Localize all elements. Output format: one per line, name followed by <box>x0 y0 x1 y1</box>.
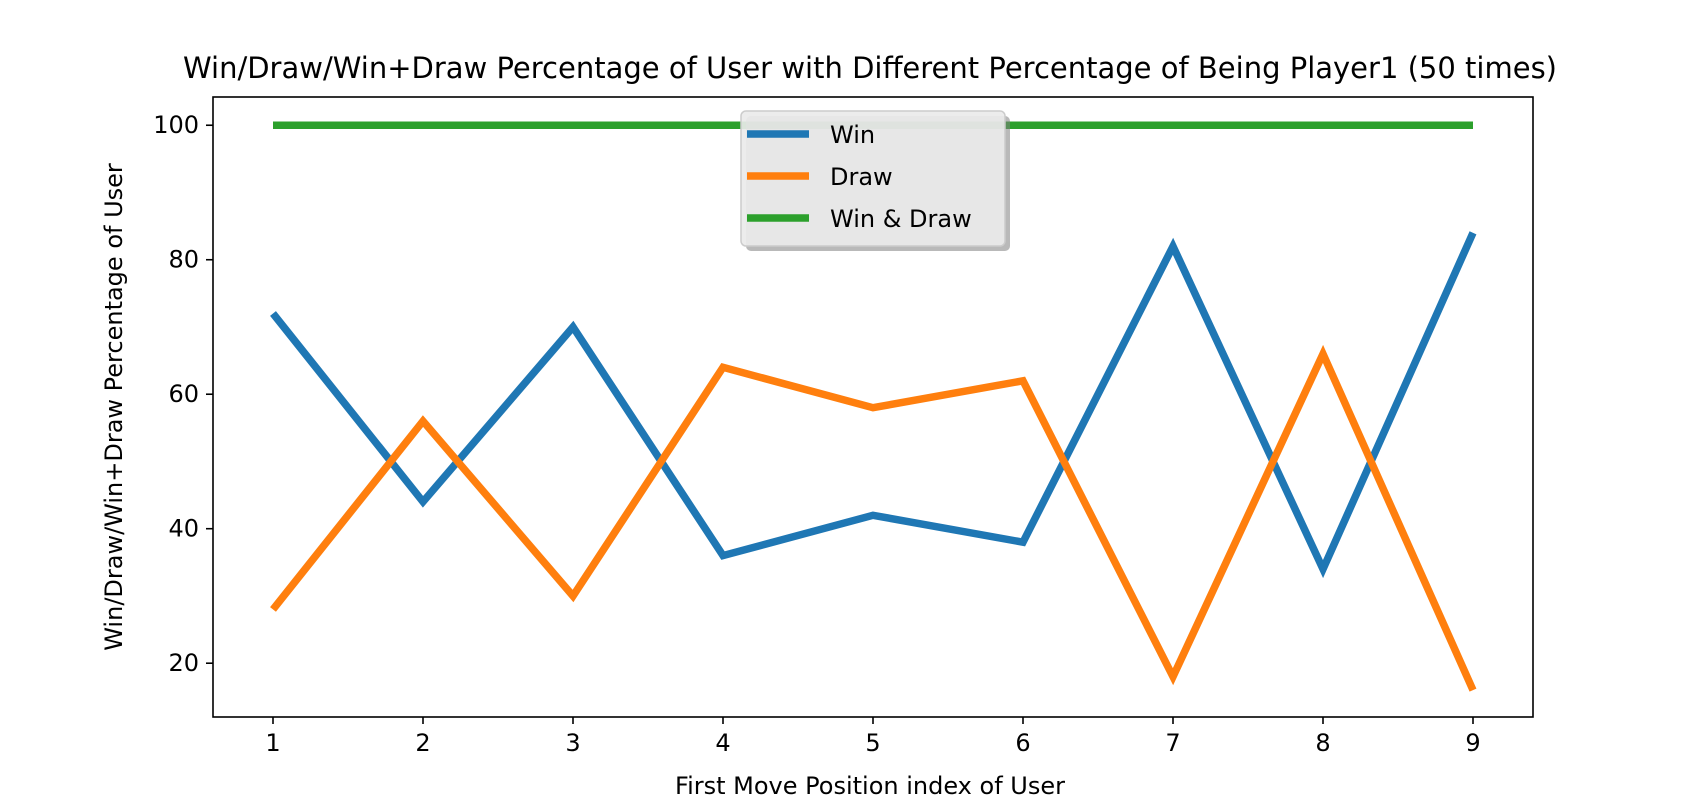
x-tick-label: 2 <box>415 729 430 757</box>
y-axis-ticks: 20 40 60 80 100 <box>153 111 213 677</box>
y-tick-label: 60 <box>168 380 199 408</box>
y-tick-label: 80 <box>168 246 199 274</box>
y-axis-label: Win/Draw/Win+Draw Percentage of User <box>100 163 128 651</box>
x-tick-label: 8 <box>1315 729 1330 757</box>
x-tick-label: 9 <box>1465 729 1480 757</box>
x-tick-label: 3 <box>565 729 580 757</box>
x-tick-label: 6 <box>1015 729 1030 757</box>
legend-label: Draw <box>830 163 893 191</box>
x-axis-ticks: 1 2 3 4 5 6 7 8 9 <box>265 717 1481 757</box>
chart-title: Win/Draw/Win+Draw Percentage of User wit… <box>183 51 1557 85</box>
x-tick-label: 4 <box>715 729 730 757</box>
legend-label: Win <box>830 121 875 149</box>
x-tick-label: 5 <box>865 729 880 757</box>
series-line-draw <box>270 344 1477 692</box>
legend-label: Win & Draw <box>830 205 972 233</box>
legend: Win Draw Win & Draw <box>740 110 1010 251</box>
x-axis-label: First Move Position index of User <box>675 772 1065 800</box>
x-tick-label: 7 <box>1165 729 1180 757</box>
x-tick-label: 1 <box>265 729 280 757</box>
legend-box <box>740 110 1006 247</box>
y-tick-label: 20 <box>168 649 199 677</box>
y-tick-label: 40 <box>168 515 199 543</box>
y-tick-label: 100 <box>153 111 199 139</box>
